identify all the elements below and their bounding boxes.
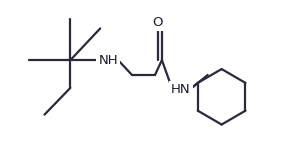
Text: O: O: [153, 16, 163, 29]
Text: NH: NH: [98, 54, 118, 67]
Text: HN: HN: [171, 83, 191, 96]
